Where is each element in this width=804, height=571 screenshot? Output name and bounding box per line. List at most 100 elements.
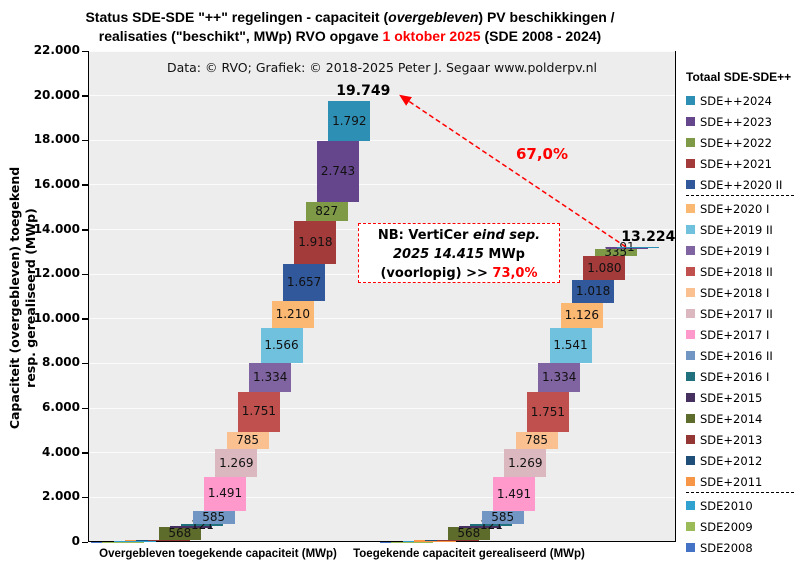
y-tick-mark [82, 139, 88, 142]
bar-segment-sde+2019-i [538, 362, 581, 393]
bar-segment-sde+2018-i [226, 431, 269, 450]
legend-swatch-icon [686, 246, 695, 255]
legend-item-label: SDE++2021 [700, 156, 772, 171]
legend-swatch-icon [686, 330, 695, 339]
bar-segment-sde++2024 [617, 246, 660, 248]
bar-segment-sde++2020-ii [572, 280, 615, 304]
title-line1-pre: Status SDE-SDE "++" regelingen - capacit… [85, 9, 389, 25]
legend-item-sde++2021: SDE++2021 [686, 153, 802, 174]
segment-value-label: 1.080 [587, 260, 622, 275]
legend-item-label: SDE+2014 [700, 411, 763, 426]
legend-swatch-icon [686, 267, 695, 276]
legend-item-sde+2016-ii: SDE+2016 II [686, 345, 802, 366]
legend-separator [686, 195, 794, 198]
bar-segment-sde+2014 [158, 526, 201, 540]
gridline [89, 362, 675, 364]
legend-item-label: SDE+2018 I [700, 285, 770, 300]
legend-item-sde+2017-i: SDE+2017 I [686, 324, 802, 345]
segment-value-label: 1.269 [219, 455, 254, 470]
y-axis-title: Capaciteit (overgebleven) toegekend resp… [7, 58, 41, 538]
y-tick-mark [82, 407, 88, 410]
segment-value-label: 785 [525, 432, 549, 447]
legend-item-sde+2019-i: SDE+2019 I [686, 240, 802, 261]
legend-swatch-icon [686, 543, 695, 552]
bar-segment-sde+2013 [147, 539, 190, 541]
y-tick-label: 0 [71, 534, 80, 548]
y-tick-label: 8.000 [42, 355, 80, 370]
chart-title: Status SDE-SDE "++" regelingen - capacit… [0, 8, 700, 46]
legend-item-label: SDE+2016 I [700, 369, 770, 384]
legend-swatch-icon [686, 372, 695, 381]
legend-item-sde2009: SDE2009 [686, 516, 802, 537]
bar-segment-sde+2019-ii [260, 327, 303, 363]
bar-segment-sde+2020-i [560, 303, 603, 329]
legend-item-sde2010: SDE2010 [686, 495, 802, 516]
gridline [89, 452, 675, 454]
legend-item-sde+2017-ii: SDE+2017 II [686, 303, 802, 324]
bar-segment-sde+2016-i [181, 523, 224, 527]
nb-line2-italic: 2025 14.415 [393, 247, 484, 262]
legend-item-label: SDE+2017 I [700, 327, 770, 342]
legend-item-sde+2016-i: SDE+2016 I [686, 366, 802, 387]
legend-item-sde+2013: SDE+2013 [686, 429, 802, 450]
bar-segment-sde+2018-ii [237, 392, 280, 432]
segment-value-label: 785 [236, 432, 260, 447]
y-tick-mark [82, 95, 88, 97]
bar-segment-sde+2019-ii [549, 328, 592, 363]
title-line1-italic: overgebleven [388, 9, 479, 25]
legend-item-label: SDE+2013 [700, 432, 763, 447]
bar-segment-sde+2018-i [515, 431, 558, 450]
title-line2-post: (SDE 2008 - 2024) [480, 28, 602, 44]
y-tick-mark [82, 50, 88, 52]
segment-value-label: 1.126 [564, 308, 599, 323]
y-tick-mark [82, 541, 88, 543]
nb-line3-pre: (voorlopig) >> [380, 266, 493, 281]
y-axis-title-line1: Capaciteit (overgebleven) toegekend [7, 166, 22, 430]
nb-line2: 2025 14.415 MWp [359, 245, 559, 264]
legend-swatch-icon [686, 180, 695, 189]
y-tick-label: 2.000 [42, 489, 80, 504]
x-category-right: Toegekende capaciteit gerealiseerd (MWp) [353, 548, 585, 560]
bar-segment-sde+2016-i [470, 523, 513, 527]
y-tick-mark [82, 496, 88, 499]
bar-total-label: 13.224 [621, 228, 676, 245]
bar-segment-sde+2013 [436, 539, 479, 541]
bar-segment-sde+2015 [170, 526, 213, 528]
gridline [89, 139, 675, 141]
legend-item-sde++2023: SDE++2023 [686, 111, 802, 132]
title-line2-pre: realisaties ("beschikt", MWp) RVO opgave [98, 28, 383, 44]
legend-swatch-icon [686, 435, 695, 444]
y-tick-mark [82, 318, 88, 320]
y-tick-label: 6.000 [42, 400, 80, 415]
percentage-annotation: 67,0% [515, 145, 569, 163]
bar-segment-sde++2023 [317, 141, 359, 203]
bar-segment-sde++2020-ii [283, 263, 326, 301]
legend-item-label: SDE+2018 II [700, 264, 773, 279]
title-line1-post: ) PV beschikkingen / [478, 9, 615, 25]
legend-item-sde+2012: SDE+2012 [686, 450, 802, 471]
nb-line1-pre: NB: VertiCer [377, 228, 473, 243]
legend-item-label: SDE+2011 [700, 474, 763, 489]
gridline [89, 407, 675, 409]
bar-segment-sde++2021 [294, 220, 337, 264]
segment-value-label: 1.334 [542, 370, 577, 385]
bar-segment-sde++2022 [594, 248, 637, 257]
y-tick-label: 20.000 [33, 87, 80, 102]
segment-value-label: 1.657 [286, 274, 322, 289]
y-tick-mark [82, 452, 88, 454]
legend-title: Totaal SDE-SDE++ [686, 70, 792, 84]
legend-swatch-icon [686, 309, 695, 318]
bar-segment-sde+2016-ii [481, 510, 524, 524]
segment-value-label: 1.018 [575, 284, 611, 299]
legend-swatch-icon [686, 351, 695, 360]
segment-value-label: 568 [168, 525, 192, 540]
nb-line1: NB: VertiCer eind sep. [359, 226, 559, 245]
legend-item-label: SDE++2020 II [700, 177, 783, 192]
nb-line3: (voorlopig) >> 73,0% [359, 264, 559, 283]
legend-item-label: SDE+2016 II [700, 348, 773, 363]
segment-value-label: 1.566 [264, 337, 299, 352]
legend-item-sde+2020-i: SDE+2020 I [686, 198, 802, 219]
legend-item-label: SDE2010 [700, 498, 753, 513]
bar-segment-sde+2017-i [204, 477, 246, 511]
